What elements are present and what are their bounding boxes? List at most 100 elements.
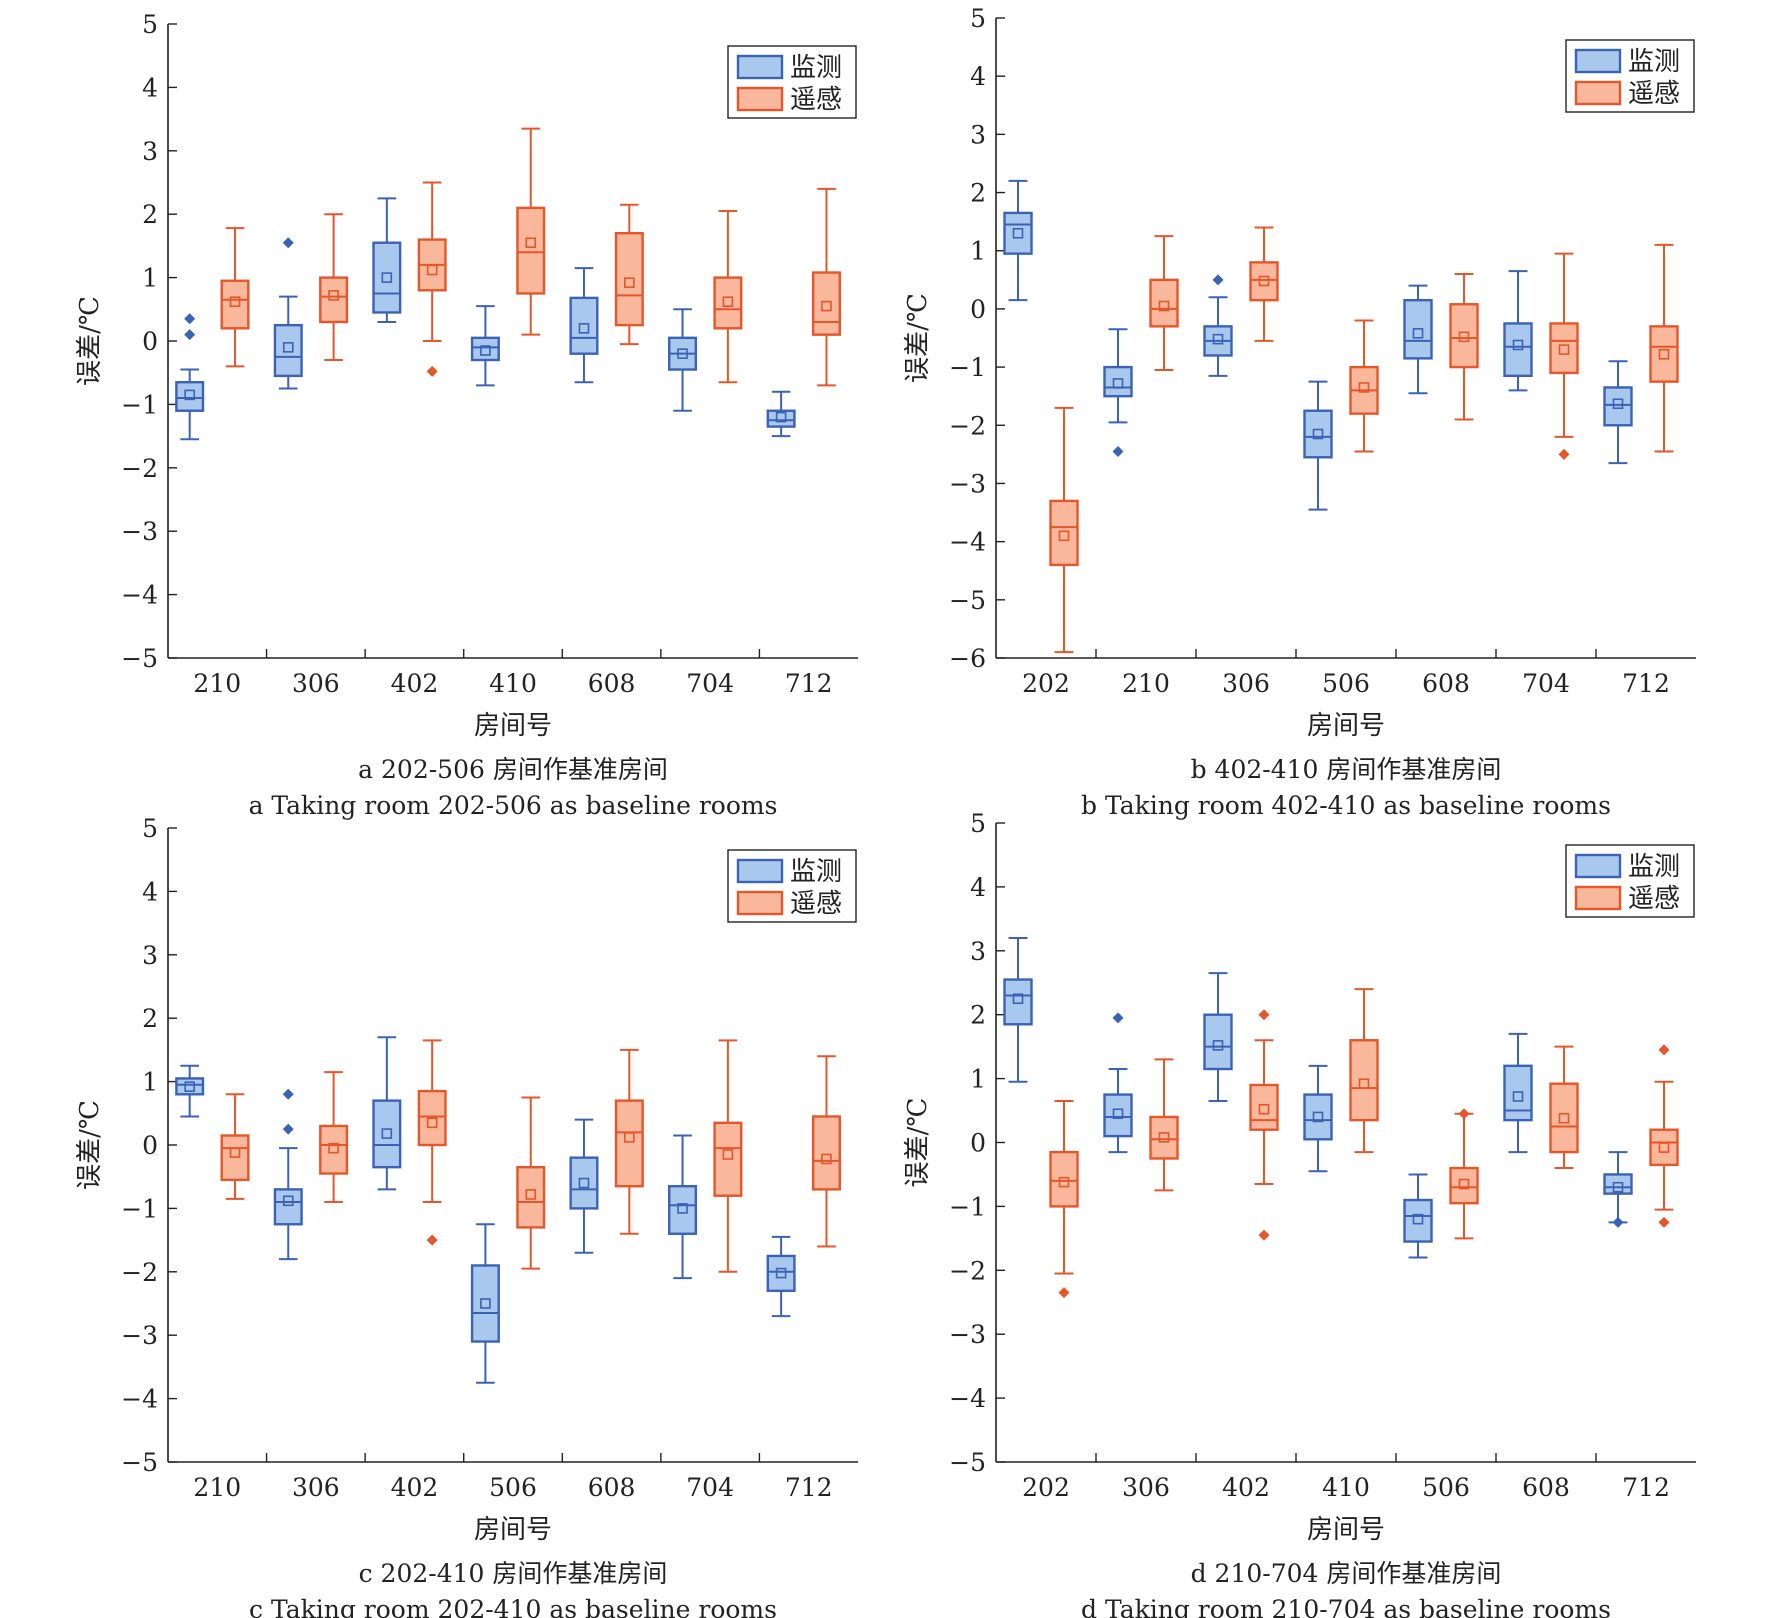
iqr-box [273,1188,303,1226]
y-tick-label: −4 [121,581,158,610]
monitor-box-202 [1003,937,1033,1083]
mean-marker [722,296,734,307]
caption-cn: b 402-410 房间作基准房间 [1191,755,1502,784]
mean-marker [1112,1108,1124,1120]
mean-marker [624,1132,635,1143]
iqr-box [1549,322,1579,375]
y-tick-label: 3 [970,120,986,149]
outlier-point [1458,1108,1470,1120]
y-tick-label: 0 [142,327,158,356]
y-tick-label: −2 [121,454,158,483]
iqr-box [1249,1083,1279,1131]
outlier-point [426,365,438,377]
mean-marker [1012,227,1024,239]
y-tick-label: −3 [121,1321,158,1350]
remote-box-402 [417,1039,447,1246]
monitor-box-306 [273,237,303,390]
monitor-box-712 [766,1235,796,1318]
x-tick-label: 712 [1622,669,1670,698]
mean-marker [1158,300,1170,312]
mean-marker [480,1298,491,1309]
remote-box-402 [417,181,447,377]
mean-marker [525,237,537,249]
outlier-point [1258,1009,1270,1021]
mean-marker [282,1195,294,1207]
x-tick-label: 410 [1322,1473,1370,1502]
iqr-box [1049,499,1079,567]
x-tick-label: 506 [489,1473,537,1502]
outlier-point [1558,448,1570,460]
remote-box-306 [319,213,349,362]
remote-box-306 [1149,1058,1179,1192]
monitor-box-306 [1103,1012,1133,1154]
iqr-box [766,409,796,428]
remote-box-712 [1649,243,1679,453]
y-tick-label: 4 [142,73,158,102]
y-axis-title: 误差/℃ [75,1100,105,1190]
y-tick-label: −1 [949,1192,986,1221]
mean-marker [775,411,787,423]
remote-box-210 [1149,235,1179,371]
outlier-point [1058,1287,1070,1299]
mean-marker [229,1147,241,1158]
iqr-box [1503,322,1533,378]
y-tick-label: 2 [970,179,986,208]
remote-box-410 [516,127,546,336]
remote-box-210 [220,1093,250,1200]
iqr-box [516,206,546,295]
legend-label: 监测 [1628,852,1680,882]
remote-box-608 [614,203,644,346]
y-tick-label: 2 [142,200,158,229]
mean-marker [1258,275,1270,287]
legend-label: 遥感 [790,889,842,919]
iqr-box [1003,978,1033,1026]
mean-marker [821,300,832,312]
mean-marker [1212,1040,1224,1051]
x-axis-title: 房间号 [1307,711,1385,741]
monitor-box-704 [1503,270,1533,392]
iqr-box [614,232,644,327]
remote-box-402 [1249,1009,1279,1241]
caption-en: b Taking room 402-410 as baseline rooms [1081,791,1611,820]
y-tick-label: 5 [142,10,158,39]
x-tick-label: 210 [193,669,241,698]
iqr-box [811,1115,841,1191]
caption-cn: c 202-410 房间作基准房间 [359,1559,668,1588]
mean-marker [1312,428,1324,440]
x-tick-label: 506 [1322,669,1370,698]
remote-box-608 [1549,1045,1579,1170]
y-tick-label: 1 [142,1068,158,1097]
y-tick-label: 5 [970,4,986,33]
mean-marker [1512,1091,1524,1102]
y-tick-label: −2 [949,411,986,440]
remote-box-506 [1449,1108,1479,1240]
remote-box-704 [1549,252,1579,460]
x-tick-label: 704 [686,669,734,698]
mean-marker [1112,378,1124,389]
iqr-box [1503,1064,1533,1122]
outlier-point [1258,1229,1270,1241]
legend-swatch [736,54,784,80]
legend-swatch [1574,885,1622,911]
outlier-point [282,1123,294,1135]
mean-marker [480,345,491,356]
mean-marker [1358,382,1370,393]
y-tick-label: −1 [121,390,158,419]
x-tick-label: 306 [292,669,340,698]
mean-marker [426,1117,438,1129]
x-tick-label: 712 [785,1473,833,1502]
iqr-box [1649,325,1679,383]
mean-marker [525,1189,537,1200]
mean-marker [1012,993,1024,1005]
mean-marker [381,272,393,283]
y-tick-label: 0 [970,295,986,324]
legend-swatch [736,858,784,884]
mean-marker [1558,344,1570,355]
monitor-box-402 [1203,972,1233,1102]
mean-marker [578,323,590,334]
iqr-box [372,1099,402,1169]
x-tick-label: 608 [588,1473,636,1502]
y-tick-label: 2 [142,1004,158,1033]
